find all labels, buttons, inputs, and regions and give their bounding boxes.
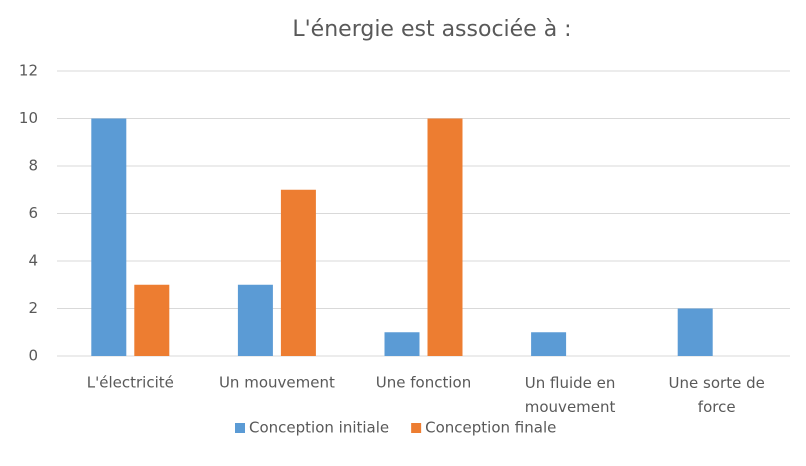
bar: [531, 332, 567, 356]
y-tick-label: 12: [19, 62, 38, 80]
legend-label: Conception initiale: [249, 419, 389, 437]
bar: [237, 284, 273, 356]
chart-title: L'énergie est associée à :: [292, 17, 571, 42]
bar: [427, 118, 463, 356]
x-tick-label: L'électricité: [87, 374, 174, 392]
bar: [677, 308, 713, 356]
y-tick-label: 10: [19, 109, 38, 127]
bar: [384, 332, 420, 356]
x-tick-label: Un mouvement: [219, 374, 335, 392]
bar: [280, 189, 316, 356]
bar: [91, 118, 127, 356]
legend-label: Conception finale: [425, 419, 556, 437]
y-tick-label: 8: [28, 157, 38, 175]
x-tick-label: Une sorte de force: [669, 374, 765, 416]
x-tick-label: Un fluide en mouvement: [525, 374, 616, 416]
bar: [134, 284, 170, 356]
y-tick-label: 0: [28, 347, 38, 365]
x-tick-label: Une fonction: [376, 374, 471, 392]
legend-swatch: [235, 423, 245, 433]
y-tick-label: 4: [28, 252, 38, 270]
y-tick-label: 2: [28, 299, 38, 317]
y-tick-label: 6: [28, 204, 38, 222]
legend-swatch: [411, 423, 422, 433]
